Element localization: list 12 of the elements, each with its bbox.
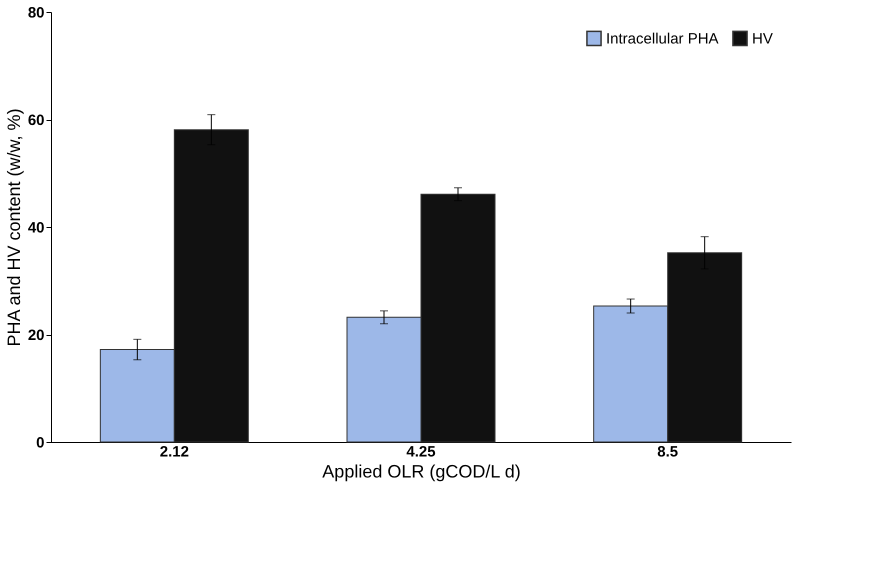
x-tick-label: 2.12 (160, 444, 189, 460)
x-tick-label: 8.5 (657, 444, 678, 460)
legend-label: HV (752, 30, 773, 48)
y-axis-title: PHA and HV content (w/w, %) (4, 108, 24, 347)
y-tick-label: 0 (36, 434, 44, 452)
y-tick-label: 80 (28, 4, 44, 22)
y-tick-label: 60 (28, 112, 44, 129)
y-tick-label: 20 (28, 327, 44, 344)
x-tick-label: 4.25 (406, 444, 436, 460)
y-tick-label: 40 (28, 220, 44, 236)
x-axis-title: Applied OLR (gCOD/L d) (322, 462, 521, 482)
legend-label: Intracellular PHA (606, 30, 719, 48)
